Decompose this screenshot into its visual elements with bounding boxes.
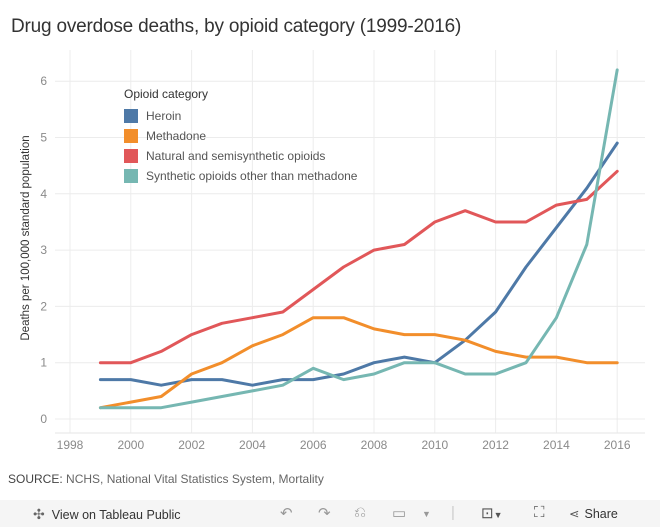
view-on-tableau-button[interactable]: ✣ View on Tableau Public (33, 506, 181, 523)
source-note: SOURCE: NCHS, National Vital Statistics … (8, 472, 324, 486)
view-on-tableau-label: View on Tableau Public (51, 507, 181, 522)
tableau-logo-icon: ✣ (33, 506, 45, 522)
y-axis: 0 1 2 3 4 5 6 (40, 74, 47, 426)
download-icon[interactable]: ⊡▼ (481, 505, 503, 522)
y-tick-label: 2 (40, 299, 47, 313)
legend-label: Heroin (146, 109, 182, 123)
x-tick-label: 2008 (361, 438, 388, 452)
line-chart: 0 1 2 3 4 5 6 1998 2000 2002 2004 2006 2008 2010 2012… (20, 50, 645, 452)
legend: Opioid category Heroin Methadone Natural… (124, 87, 357, 186)
x-tick-label: 2016 (604, 438, 631, 452)
x-tick-label: 2010 (421, 438, 448, 452)
legend-swatch (124, 149, 138, 163)
y-tick-label: 3 (40, 243, 47, 257)
x-axis: 1998 2000 2002 2004 2006 2008 2010 2012 2014 2016 (57, 438, 631, 452)
legend-label: Methadone (146, 129, 207, 143)
pause-icon[interactable]: ▭ (392, 505, 407, 522)
dropdown-icon[interactable]: ▼ (422, 509, 431, 519)
legend-item-synthetic[interactable]: Synthetic opioids other than methadone (124, 166, 357, 186)
y-tick-label: 1 (40, 356, 47, 370)
x-tick-label: 2012 (482, 438, 509, 452)
share-label: Share (584, 506, 618, 521)
x-tick-label: 2002 (178, 438, 205, 452)
source-label: SOURCE: (8, 472, 63, 486)
x-tick-label: 2000 (117, 438, 144, 452)
revert-icon[interactable]: ⎌ (354, 504, 367, 521)
share-icon: ⋖ (569, 507, 580, 521)
toolbar-divider: | (451, 504, 455, 521)
legend-item-methadone[interactable]: Methadone (124, 126, 357, 146)
series-line-synthetic-opioids-other-than-methadone[interactable] (98, 68, 619, 410)
legend-swatch (124, 129, 138, 143)
undo-icon[interactable]: ↶ (280, 505, 293, 522)
series-lines (98, 68, 619, 410)
legend-swatch (124, 109, 138, 123)
share-button[interactable]: ⋖ Share (569, 506, 618, 522)
fullscreen-icon[interactable]: ⛶ (534, 504, 545, 521)
x-tick-label: 2014 (543, 438, 570, 452)
y-tick-label: 6 (40, 74, 47, 88)
legend-label: Synthetic opioids other than methadone (146, 169, 358, 183)
y-tick-label: 5 (40, 131, 47, 145)
series-line-natural-and-semisynthetic-opioids[interactable] (98, 169, 619, 365)
redo-icon[interactable]: ↷ (318, 505, 331, 522)
x-tick-label: 2004 (239, 438, 266, 452)
series-line-heroin[interactable] (98, 141, 619, 387)
legend-title: Opioid category (124, 87, 209, 101)
y-tick-label: 0 (40, 412, 47, 426)
x-tick-label: 1998 (57, 438, 84, 452)
y-tick-label: 4 (40, 187, 47, 201)
y-axis-label: Deaths per 100,000 standard population (20, 135, 32, 340)
x-tick-label: 2006 (300, 438, 327, 452)
tableau-toolbar: ✣ View on Tableau Public ↶ ↷ ⎌ ▭ ▼ | ⊡▼ … (0, 500, 660, 527)
legend-swatch (124, 169, 138, 183)
source-text: NCHS, National Vital Statistics System, … (66, 472, 324, 486)
chart-title: Drug overdose deaths, by opioid category… (11, 16, 462, 37)
legend-label: Natural and semisynthetic opioids (146, 149, 326, 163)
legend-item-natural[interactable]: Natural and semisynthetic opioids (124, 146, 357, 166)
legend-item-heroin[interactable]: Heroin (124, 106, 357, 126)
